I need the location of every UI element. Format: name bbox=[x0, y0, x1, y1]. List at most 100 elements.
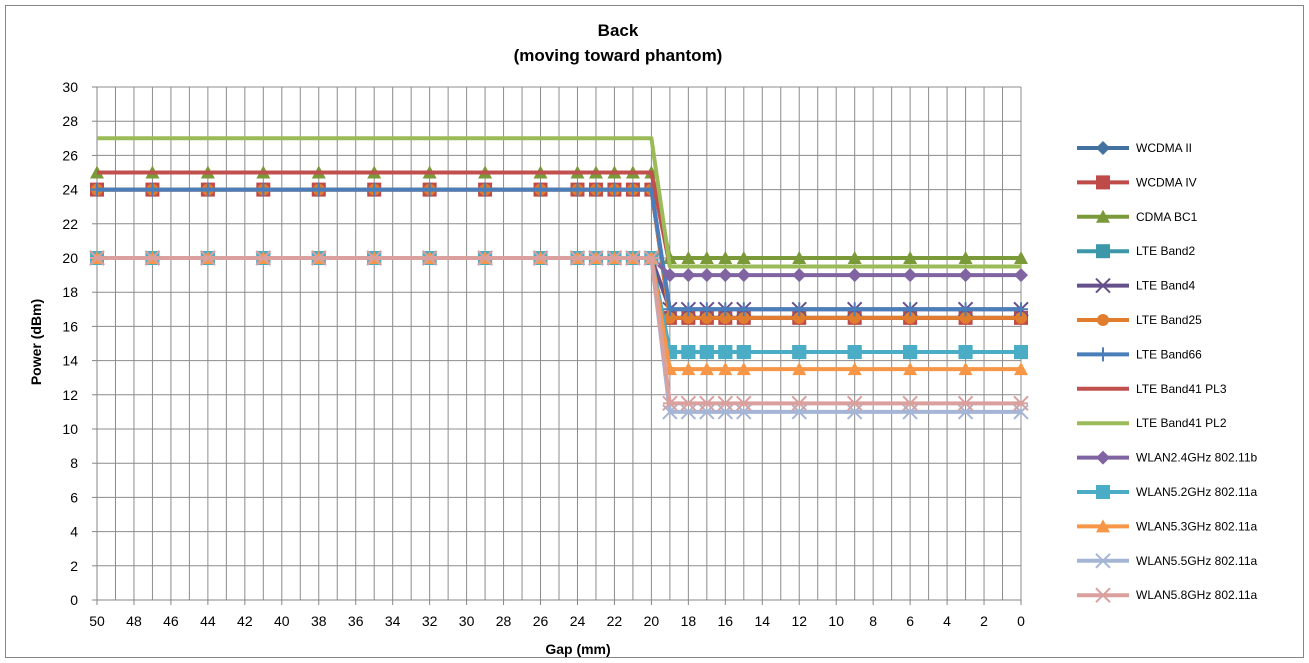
x-tick-label: 38 bbox=[311, 613, 327, 629]
data-point bbox=[903, 268, 918, 283]
x-tick-label: 0 bbox=[1017, 613, 1025, 629]
legend-marker bbox=[1095, 587, 1111, 603]
legend-item: WCDMA II bbox=[1077, 141, 1192, 155]
y-tick-label: 24 bbox=[62, 182, 78, 198]
data-point bbox=[903, 302, 918, 317]
data-point bbox=[570, 182, 585, 197]
data-point bbox=[681, 268, 696, 283]
data-point bbox=[588, 182, 603, 197]
data-point bbox=[737, 311, 750, 324]
data-point bbox=[607, 182, 622, 197]
data-point bbox=[700, 311, 713, 324]
x-tick-label: 2 bbox=[980, 613, 988, 629]
legend-item: WLAN5.2GHz 802.11a bbox=[1077, 485, 1257, 499]
x-tick-label: 26 bbox=[533, 613, 549, 629]
data-point bbox=[846, 395, 863, 412]
data-point bbox=[736, 268, 751, 283]
data-point bbox=[682, 311, 695, 324]
data-point bbox=[902, 395, 918, 412]
data-point bbox=[311, 182, 326, 197]
x-tick-label: 16 bbox=[718, 613, 734, 629]
legend-marker bbox=[1096, 141, 1110, 155]
y-tick-label: 12 bbox=[62, 387, 78, 403]
x-tick-label: 48 bbox=[126, 613, 142, 629]
legend-marker bbox=[1096, 347, 1110, 362]
data-point bbox=[736, 345, 751, 360]
x-tick-label: 22 bbox=[607, 613, 623, 629]
data-point bbox=[792, 362, 807, 376]
data-point bbox=[847, 362, 862, 376]
y-tick-label: 14 bbox=[62, 353, 78, 369]
legend-item: LTE Band25 bbox=[1077, 313, 1202, 327]
series-group bbox=[89, 250, 1029, 412]
legend-label: LTE Band2 bbox=[1136, 244, 1195, 258]
data-point bbox=[1014, 268, 1028, 283]
series-line bbox=[97, 136, 1021, 269]
data-point bbox=[256, 182, 271, 197]
data-point bbox=[421, 250, 438, 266]
x-axis-title: Gap (mm) bbox=[545, 641, 610, 657]
data-point bbox=[848, 311, 861, 324]
data-point bbox=[588, 250, 604, 266]
legend-item: WLAN2.4GHz 802.11b bbox=[1077, 450, 1257, 465]
data-point bbox=[311, 250, 327, 266]
legend-marker bbox=[1096, 485, 1110, 499]
data-point bbox=[958, 302, 973, 317]
data-point bbox=[957, 395, 974, 412]
data-point bbox=[90, 182, 104, 197]
legend-label: WLAN5.3GHz 802.11a bbox=[1136, 519, 1257, 533]
legend-marker bbox=[1095, 277, 1111, 294]
data-point bbox=[718, 268, 733, 283]
data-point bbox=[903, 362, 918, 376]
y-tick-label: 22 bbox=[62, 216, 78, 232]
data-point bbox=[662, 302, 677, 317]
data-point bbox=[958, 362, 973, 376]
legend-item: LTE Band41 PL2 bbox=[1077, 416, 1227, 430]
data-point bbox=[904, 311, 917, 324]
y-tick-label: 20 bbox=[62, 250, 78, 266]
y-tick-label: 2 bbox=[70, 558, 78, 574]
data-point bbox=[662, 268, 677, 283]
data-point bbox=[736, 395, 752, 412]
x-tick-label: 34 bbox=[385, 613, 401, 629]
series-group bbox=[97, 136, 1021, 269]
data-point bbox=[662, 395, 678, 412]
legend-label: LTE Band41 PL3 bbox=[1136, 382, 1227, 396]
legend-item: LTE Band4 bbox=[1077, 277, 1195, 294]
y-tick-label: 30 bbox=[62, 79, 78, 95]
data-point bbox=[569, 250, 586, 266]
y-tick-label: 10 bbox=[62, 421, 78, 437]
chart-frame bbox=[5, 5, 1304, 658]
series-group bbox=[90, 182, 1028, 317]
legend-label: WLAN5.8GHz 802.11a bbox=[1136, 588, 1257, 602]
data-point bbox=[793, 311, 806, 324]
data-point bbox=[847, 345, 862, 360]
y-tick-label: 16 bbox=[62, 318, 78, 334]
x-tick-label: 6 bbox=[906, 613, 914, 629]
data-point bbox=[717, 395, 734, 412]
data-point bbox=[145, 182, 160, 197]
data-point bbox=[718, 362, 733, 376]
legend-label: WCDMA II bbox=[1136, 141, 1192, 155]
data-point bbox=[663, 311, 676, 324]
x-tick-label: 40 bbox=[274, 613, 290, 629]
data-point bbox=[792, 345, 807, 360]
data-point bbox=[681, 362, 696, 376]
data-point bbox=[1013, 395, 1029, 412]
y-tick-label: 26 bbox=[62, 147, 78, 163]
y-tick-label: 8 bbox=[70, 455, 78, 471]
x-tick-label: 28 bbox=[496, 613, 512, 629]
data-point bbox=[89, 250, 105, 266]
x-tick-label: 18 bbox=[681, 613, 697, 629]
data-point bbox=[903, 345, 918, 360]
data-point bbox=[255, 250, 272, 266]
x-tick-label: 14 bbox=[754, 613, 770, 629]
x-tick-label: 44 bbox=[200, 613, 216, 629]
legend-marker bbox=[1095, 553, 1111, 569]
data-point bbox=[1014, 302, 1028, 317]
data-point bbox=[958, 268, 973, 283]
legend-label: LTE Band25 bbox=[1136, 313, 1202, 327]
legend-marker bbox=[1096, 450, 1110, 465]
data-point bbox=[718, 251, 733, 264]
data-point bbox=[680, 395, 697, 412]
